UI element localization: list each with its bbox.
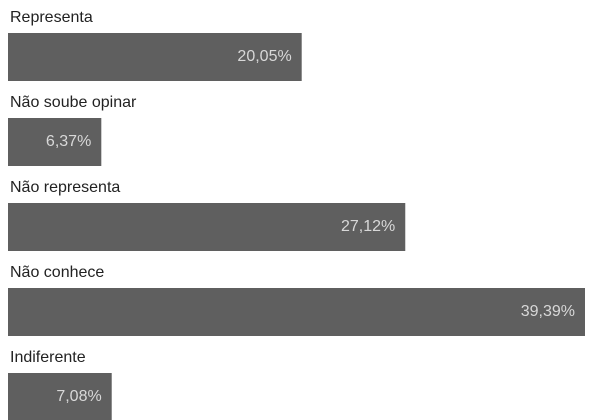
value-label: 7,08% xyxy=(56,388,101,405)
value-label: 27,12% xyxy=(341,218,395,235)
category-label: Não representa xyxy=(10,179,120,196)
bar xyxy=(8,373,112,420)
bar xyxy=(8,118,102,166)
category-label: Representa xyxy=(10,9,93,26)
value-label: 20,05% xyxy=(237,48,291,65)
bar xyxy=(8,203,406,251)
bar xyxy=(8,33,302,81)
value-label: 6,37% xyxy=(46,133,91,150)
category-label: Indiferente xyxy=(10,349,86,366)
value-label: 39,39% xyxy=(521,303,575,320)
category-label: Não soube opinar xyxy=(10,94,137,111)
bar xyxy=(8,288,585,336)
category-label: Não conhece xyxy=(10,264,104,281)
